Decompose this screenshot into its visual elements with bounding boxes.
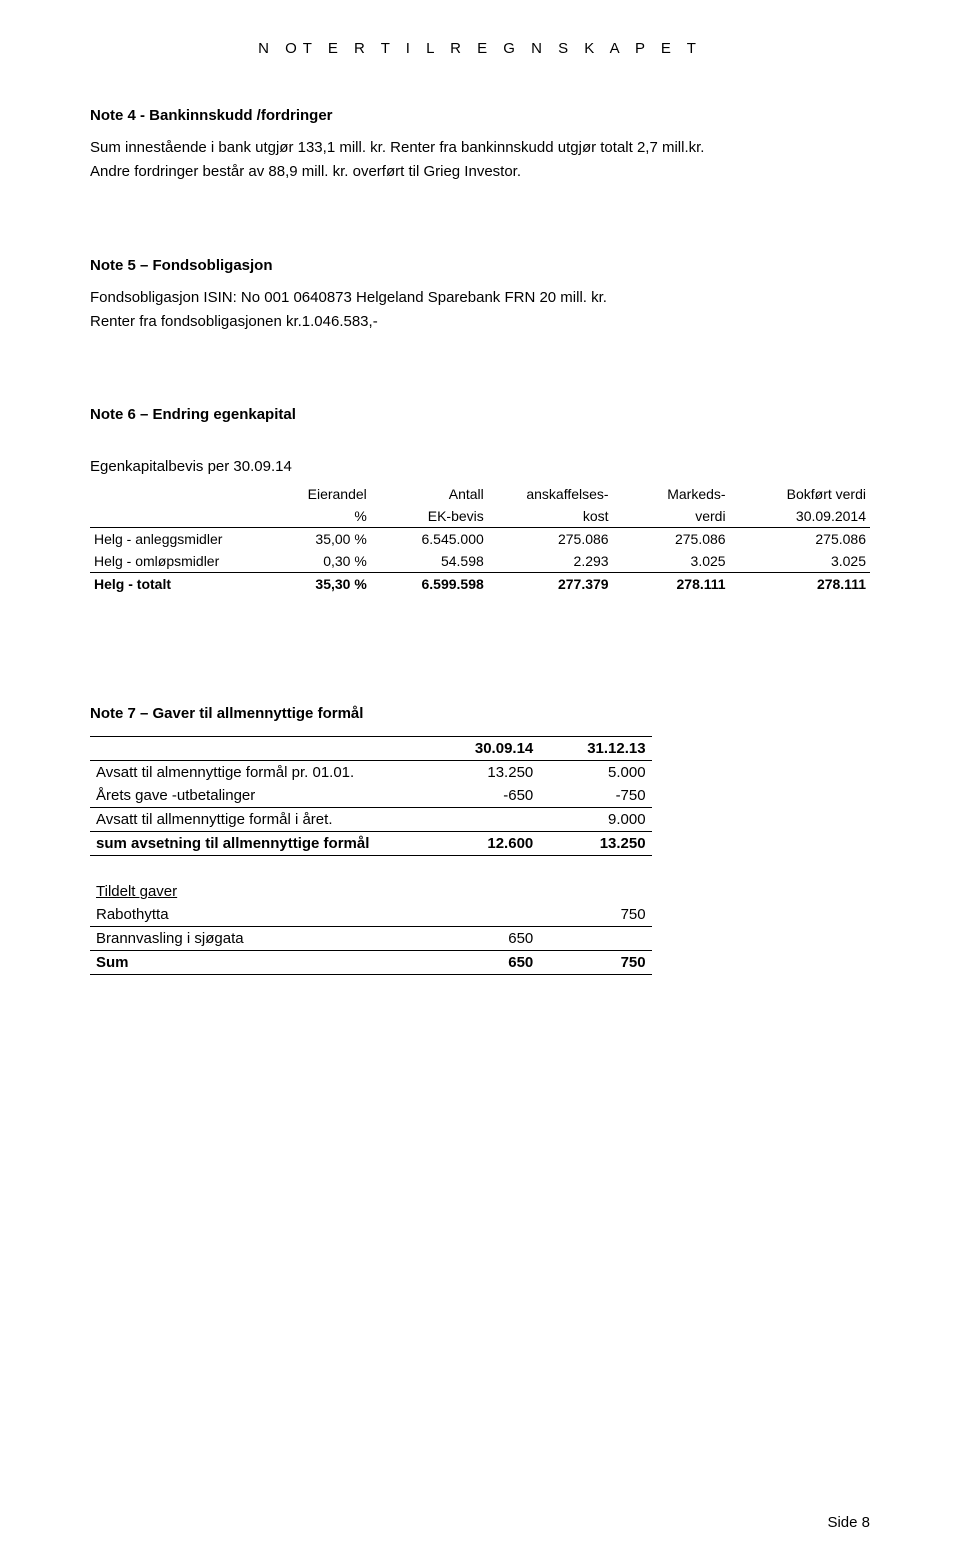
row-label: Helg - omløpsmidler — [90, 550, 277, 573]
col-date2: 31.12.13 — [539, 737, 651, 761]
cell: 0,30 % — [277, 550, 371, 573]
table-header-row: 30.09.14 31.12.13 — [90, 737, 652, 761]
table-header-row: Eierandel Antall anskaffelses- Markeds- … — [90, 483, 870, 505]
total-cell: 278.111 — [613, 573, 730, 596]
table-row: Avsatt til allmennyttige formål i året. … — [90, 808, 652, 832]
cell: 3.025 — [613, 550, 730, 573]
sum-cell: 12.600 — [427, 832, 539, 856]
row-label: Helg - anleggsmidler — [90, 528, 277, 551]
cell: 2.293 — [488, 550, 613, 573]
note6-subtitle: Egenkapitalbevis per 30.09.14 — [90, 457, 870, 477]
page-number: Side 8 — [827, 1514, 870, 1531]
total-cell: 6.599.598 — [371, 573, 488, 596]
cell: 275.086 — [730, 528, 870, 551]
cell — [427, 903, 539, 927]
col-antall: Antall — [371, 483, 488, 505]
cell: 5.000 — [539, 761, 651, 785]
table-row: Brannvasling i sjøgata 650 — [90, 927, 652, 951]
cell: 750 — [539, 903, 651, 927]
sum-cell: 13.250 — [539, 832, 651, 856]
note5-title: Note 5 – Fondsobligasjon — [90, 257, 870, 274]
table-sum-row: sum avsetning til allmennyttige formål 1… — [90, 832, 652, 856]
sum-label: sum avsetning til allmennyttige formål — [90, 832, 427, 856]
note7-table: 30.09.14 31.12.13 Avsatt til almennyttig… — [90, 736, 652, 856]
cell — [539, 927, 651, 951]
tildelt-sum-row: Sum 650 750 — [90, 951, 652, 975]
table-row: Avsatt til almennyttige formål pr. 01.01… — [90, 761, 652, 785]
cell: 13.250 — [427, 761, 539, 785]
sum-cell: 650 — [427, 951, 539, 975]
total-cell: 35,30 % — [277, 573, 371, 596]
cell: -650 — [427, 784, 539, 808]
note6-title: Note 6 – Endring egenkapital — [90, 406, 870, 423]
total-cell: 278.111 — [730, 573, 870, 596]
page-title: N OT E R T I L R E G N S K A P E T — [90, 40, 870, 57]
note4-p1: Sum innestående i bank utgjør 133,1 mill… — [90, 138, 870, 158]
cell: 275.086 — [488, 528, 613, 551]
col-bokfort: Bokført verdi — [730, 483, 870, 505]
cell: 6.545.000 — [371, 528, 488, 551]
row-label: Rabothytta — [90, 903, 427, 927]
cell — [427, 808, 539, 832]
cell: 54.598 — [371, 550, 488, 573]
table-row: Helg - omløpsmidler 0,30 % 54.598 2.293 … — [90, 550, 870, 573]
col-markeds: Markeds- — [613, 483, 730, 505]
table-total-row: Helg - totalt 35,30 % 6.599.598 277.379 … — [90, 573, 870, 596]
col-kost: kost — [488, 505, 613, 528]
col-ekbevis: EK-bevis — [371, 505, 488, 528]
col-eierandel: Eierandel — [277, 483, 371, 505]
row-label: Avsatt til almennyttige formål pr. 01.01… — [90, 761, 427, 785]
note4-p2: Andre fordringer består av 88,9 mill. kr… — [90, 162, 870, 182]
col-pct: % — [277, 505, 371, 528]
total-label: Helg - totalt — [90, 573, 277, 596]
note7-title: Note 7 – Gaver til allmennyttige formål — [90, 705, 870, 722]
cell: 3.025 — [730, 550, 870, 573]
col-date1: 30.09.14 — [427, 737, 539, 761]
table-row: Helg - anleggsmidler 35,00 % 6.545.000 2… — [90, 528, 870, 551]
note5-p2: Renter fra fondsobligasjonen kr.1.046.58… — [90, 312, 870, 332]
table-row: Rabothytta 750 — [90, 903, 652, 927]
cell: 650 — [427, 927, 539, 951]
cell: 275.086 — [613, 528, 730, 551]
note6-table: Eierandel Antall anskaffelses- Markeds- … — [90, 483, 870, 595]
note7-tildelt-table: Tildelt gaver Rabothytta 750 Brannvaslin… — [90, 880, 652, 975]
col-anskaff: anskaffelses- — [488, 483, 613, 505]
table-header-row2: % EK-bevis kost verdi 30.09.2014 — [90, 505, 870, 528]
note5-p1: Fondsobligasjon ISIN: No 001 0640873 Hel… — [90, 288, 870, 308]
page-container: N OT E R T I L R E G N S K A P E T Note … — [0, 0, 960, 1561]
sum-cell: 750 — [539, 951, 651, 975]
cell: -750 — [539, 784, 651, 808]
sum-label: Sum — [90, 951, 427, 975]
row-label: Årets gave -utbetalinger — [90, 784, 427, 808]
row-label: Avsatt til allmennyttige formål i året. — [90, 808, 427, 832]
col-date: 30.09.2014 — [730, 505, 870, 528]
cell: 35,00 % — [277, 528, 371, 551]
tildelt-title: Tildelt gaver — [90, 880, 427, 903]
note4-title: Note 4 - Bankinnskudd /fordringer — [90, 107, 870, 124]
row-label: Brannvasling i sjøgata — [90, 927, 427, 951]
tildelt-title-row: Tildelt gaver — [90, 880, 652, 903]
cell: 9.000 — [539, 808, 651, 832]
total-cell: 277.379 — [488, 573, 613, 596]
col-verdi: verdi — [613, 505, 730, 528]
table-row: Årets gave -utbetalinger -650 -750 — [90, 784, 652, 808]
